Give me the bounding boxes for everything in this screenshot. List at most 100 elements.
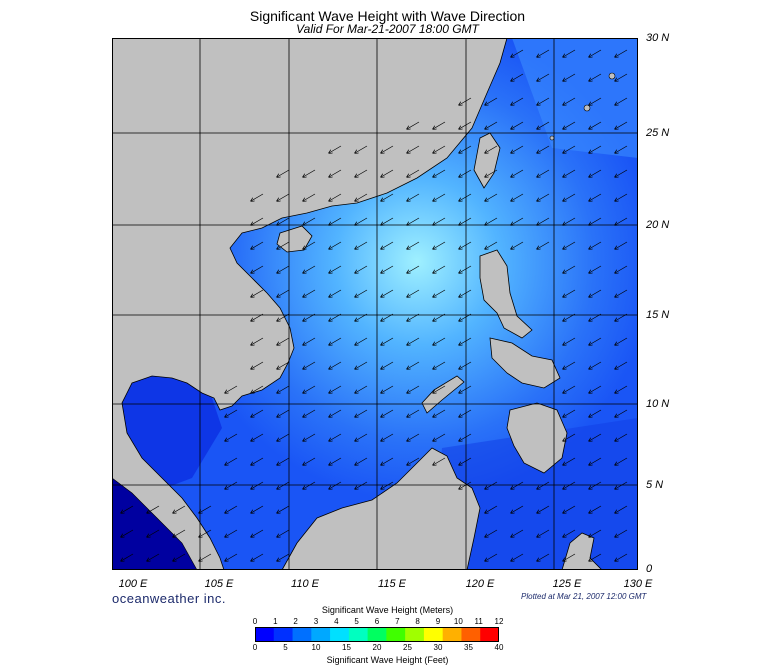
wave-arrow — [251, 217, 264, 225]
sea-low-wave-zone-east — [432, 418, 638, 570]
wave-arrow — [615, 265, 628, 273]
wave-arrow — [485, 145, 498, 153]
colorbar-segment — [273, 627, 294, 642]
wave-arrow — [199, 553, 212, 561]
colorbar-tick-label: 11 — [474, 617, 483, 626]
wave-arrow — [277, 289, 290, 297]
wave-arrow — [589, 121, 602, 129]
colorbar-tick-label: 15 — [342, 643, 351, 652]
colorbar-segment — [330, 627, 350, 642]
wave-arrow — [563, 505, 576, 513]
wave-arrow — [381, 433, 394, 441]
wave-arrow — [225, 481, 238, 489]
wave-arrow — [225, 409, 238, 417]
wave-arrow — [329, 433, 342, 441]
colorbar-tick-label: 10 — [453, 617, 463, 626]
wave-arrow — [563, 481, 576, 489]
wave-arrow — [563, 457, 576, 465]
wave-arrow — [303, 193, 316, 201]
wave-arrow — [303, 217, 316, 225]
wave-arrow — [511, 73, 524, 81]
wave-arrow — [355, 145, 368, 153]
colorbar-tick-label: 9 — [435, 617, 441, 626]
wave-arrow — [511, 49, 524, 57]
wave-arrow — [303, 241, 316, 249]
colorbar-segment — [348, 627, 369, 642]
colorbar-meters-title: Significant Wave Height (Meters) — [321, 605, 454, 615]
lat-label-10n: 10 N — [646, 398, 670, 410]
wave-arrow — [121, 553, 134, 561]
wave-arrow — [355, 409, 368, 417]
wave-arrow — [251, 385, 264, 393]
wave-arrow — [433, 337, 446, 345]
wave-arrow — [147, 529, 160, 537]
wave-arrow — [173, 529, 186, 537]
wave-arrow — [355, 217, 368, 225]
wave-arrow — [563, 529, 576, 537]
wave-height-map — [112, 38, 638, 570]
wave-arrow — [277, 433, 290, 441]
lat-label-25n: 25 N — [646, 127, 670, 139]
wave-arrow — [277, 457, 290, 465]
wave-arrow — [355, 169, 368, 177]
wave-arrow — [407, 241, 420, 249]
wave-arrow — [355, 457, 368, 465]
wave-arrow — [199, 529, 212, 537]
wave-arrow — [511, 553, 524, 561]
wave-arrow — [407, 361, 420, 369]
wave-arrow — [615, 481, 628, 489]
wave-arrow — [407, 145, 420, 153]
wave-arrow — [355, 241, 368, 249]
wave-arrow — [511, 193, 524, 201]
wave-arrow — [563, 97, 576, 105]
wave-arrow — [589, 553, 602, 561]
wave-arrow — [225, 385, 238, 393]
wave-arrow — [511, 529, 524, 537]
colorbar-tick-label: 2 — [293, 617, 298, 626]
wave-arrow — [615, 193, 628, 201]
wave-arrow — [277, 217, 290, 225]
colorbar-tick-label: 3 — [313, 617, 319, 626]
wave-arrow — [563, 337, 576, 345]
wave-arrow — [225, 457, 238, 465]
wave-arrow — [433, 265, 446, 273]
plotted-timestamp: Plotted at Mar 21, 2007 12:00 GMT — [521, 592, 647, 601]
wave-arrow — [563, 145, 576, 153]
wave-arrow — [589, 289, 602, 297]
wave-arrow — [277, 505, 290, 513]
colorbar-segment — [423, 627, 444, 642]
wave-arrow — [485, 121, 498, 129]
wave-arrow — [433, 409, 446, 417]
wave-arrow — [459, 289, 472, 297]
wave-arrow — [329, 337, 342, 345]
oceanweather-logo-text: oceanweather inc. — [112, 591, 227, 606]
wave-arrow — [615, 505, 628, 513]
wave-arrow — [589, 337, 602, 345]
wave-arrow — [563, 409, 576, 417]
island-ryukyu-3 — [549, 135, 555, 141]
wave-arrow — [589, 481, 602, 489]
island-ryukyu-1 — [608, 72, 616, 80]
wave-arrow — [537, 73, 550, 81]
wave-arrow — [251, 289, 264, 297]
wave-arrow — [251, 193, 264, 201]
wave-arrow — [329, 289, 342, 297]
wave-arrow — [329, 169, 342, 177]
wave-arrow — [173, 505, 186, 513]
wave-arrow — [433, 457, 446, 465]
wave-direction-arrows — [121, 49, 628, 561]
wave-arrow — [381, 265, 394, 273]
wave-arrow — [459, 169, 472, 177]
wave-arrow — [433, 433, 446, 441]
wave-arrow — [459, 481, 472, 489]
wave-arrow — [537, 481, 550, 489]
wave-arrow — [303, 481, 316, 489]
wave-arrow — [589, 169, 602, 177]
wave-arrow — [615, 361, 628, 369]
wave-arrow — [615, 73, 628, 81]
wave-arrow — [277, 337, 290, 345]
colorbar-tick-label: 30 — [433, 643, 443, 652]
wave-arrow — [329, 457, 342, 465]
wave-arrow — [199, 505, 212, 513]
island-ryukyu-2 — [583, 104, 591, 112]
